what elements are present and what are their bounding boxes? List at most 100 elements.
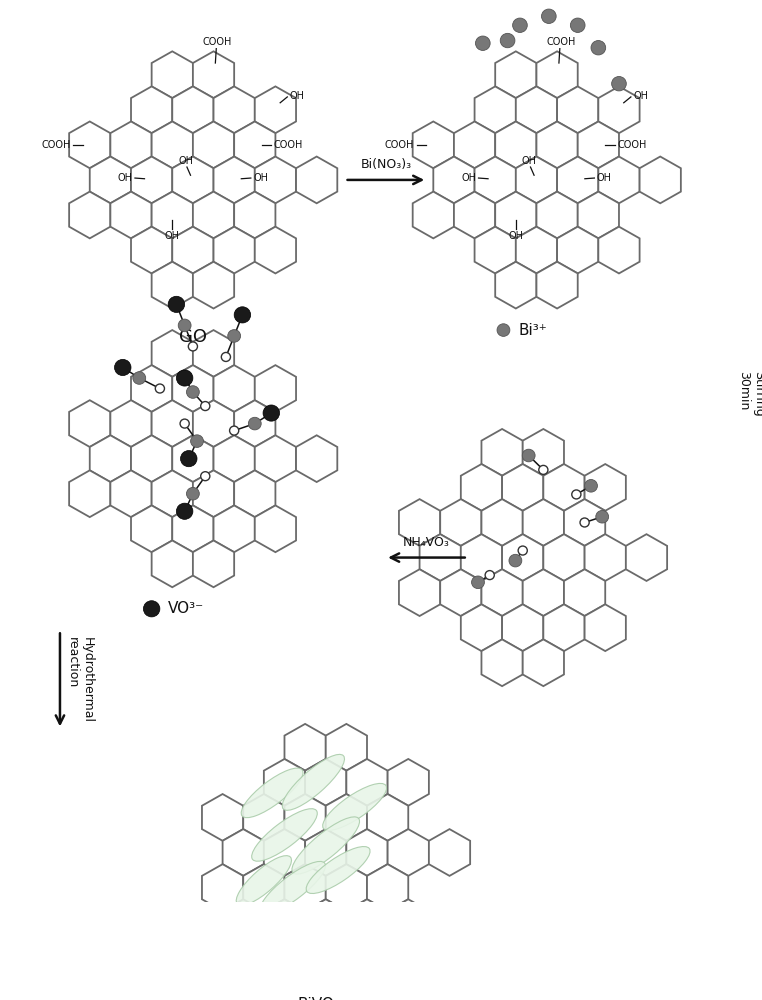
Polygon shape xyxy=(475,227,516,273)
Polygon shape xyxy=(598,86,639,133)
Polygon shape xyxy=(264,899,305,946)
Polygon shape xyxy=(69,400,110,447)
Ellipse shape xyxy=(292,817,360,874)
Ellipse shape xyxy=(282,754,344,810)
Circle shape xyxy=(234,307,251,323)
Polygon shape xyxy=(584,464,626,511)
Polygon shape xyxy=(152,192,193,238)
Polygon shape xyxy=(536,262,578,308)
Polygon shape xyxy=(172,86,213,133)
Polygon shape xyxy=(413,121,454,168)
Polygon shape xyxy=(523,429,564,476)
Polygon shape xyxy=(90,435,131,482)
Text: GO: GO xyxy=(179,328,207,346)
Circle shape xyxy=(580,518,589,527)
Polygon shape xyxy=(213,86,255,133)
Text: OH: OH xyxy=(178,156,194,166)
Polygon shape xyxy=(255,435,296,482)
Polygon shape xyxy=(639,157,681,203)
Polygon shape xyxy=(502,464,543,511)
Text: BiVO₄: BiVO₄ xyxy=(298,997,341,1000)
Polygon shape xyxy=(482,429,523,476)
Polygon shape xyxy=(255,365,296,412)
Polygon shape xyxy=(325,794,367,841)
Polygon shape xyxy=(536,51,578,98)
Polygon shape xyxy=(172,365,213,412)
Polygon shape xyxy=(495,262,536,308)
Polygon shape xyxy=(305,829,347,876)
Polygon shape xyxy=(131,86,172,133)
Polygon shape xyxy=(523,639,564,686)
Polygon shape xyxy=(388,899,429,946)
Polygon shape xyxy=(172,157,213,203)
Circle shape xyxy=(572,490,581,499)
Polygon shape xyxy=(213,227,255,273)
Polygon shape xyxy=(110,192,152,238)
Polygon shape xyxy=(131,505,172,552)
Polygon shape xyxy=(193,400,234,447)
Text: Hydrothermal
reaction: Hydrothermal reaction xyxy=(66,637,94,723)
Circle shape xyxy=(221,352,230,361)
Polygon shape xyxy=(284,794,325,841)
Text: COOH: COOH xyxy=(274,140,303,150)
Polygon shape xyxy=(347,899,388,946)
Polygon shape xyxy=(131,365,172,412)
Polygon shape xyxy=(202,794,243,841)
Circle shape xyxy=(188,342,197,351)
Polygon shape xyxy=(388,759,429,806)
Ellipse shape xyxy=(258,993,287,1000)
Circle shape xyxy=(500,33,515,48)
Polygon shape xyxy=(234,192,275,238)
Circle shape xyxy=(539,465,548,474)
Polygon shape xyxy=(131,435,172,482)
Circle shape xyxy=(248,417,261,430)
Polygon shape xyxy=(202,864,243,911)
Polygon shape xyxy=(234,470,275,517)
Polygon shape xyxy=(598,157,639,203)
Polygon shape xyxy=(193,51,234,98)
Ellipse shape xyxy=(251,809,317,861)
Circle shape xyxy=(497,324,510,336)
Text: Bi(NO₃)₃: Bi(NO₃)₃ xyxy=(360,158,411,171)
Polygon shape xyxy=(264,759,305,806)
Polygon shape xyxy=(367,794,408,841)
Circle shape xyxy=(178,319,191,332)
Polygon shape xyxy=(347,829,388,876)
Text: OH: OH xyxy=(165,231,180,241)
Polygon shape xyxy=(284,934,325,981)
Polygon shape xyxy=(69,121,110,168)
Circle shape xyxy=(200,472,210,481)
Polygon shape xyxy=(325,724,367,771)
Polygon shape xyxy=(305,759,347,806)
Text: OH: OH xyxy=(461,173,476,183)
Circle shape xyxy=(584,480,597,492)
Polygon shape xyxy=(495,121,536,168)
Polygon shape xyxy=(213,365,255,412)
Polygon shape xyxy=(557,157,598,203)
Polygon shape xyxy=(536,121,578,168)
Polygon shape xyxy=(523,499,564,546)
Polygon shape xyxy=(193,540,234,587)
Polygon shape xyxy=(152,121,193,168)
Polygon shape xyxy=(461,604,502,651)
Polygon shape xyxy=(152,262,193,308)
Polygon shape xyxy=(110,470,152,517)
Circle shape xyxy=(155,384,165,393)
Text: COOH: COOH xyxy=(546,37,575,47)
Polygon shape xyxy=(543,464,584,511)
Polygon shape xyxy=(296,435,338,482)
Polygon shape xyxy=(152,51,193,98)
Text: OH: OH xyxy=(253,173,268,183)
Text: OH: OH xyxy=(290,91,305,101)
Polygon shape xyxy=(420,534,461,581)
Polygon shape xyxy=(131,157,172,203)
Ellipse shape xyxy=(260,861,325,914)
Polygon shape xyxy=(454,192,495,238)
Polygon shape xyxy=(440,499,482,546)
Circle shape xyxy=(190,435,203,447)
Circle shape xyxy=(228,330,241,342)
Polygon shape xyxy=(264,829,305,876)
Polygon shape xyxy=(475,157,516,203)
Polygon shape xyxy=(516,157,557,203)
Polygon shape xyxy=(243,864,284,911)
